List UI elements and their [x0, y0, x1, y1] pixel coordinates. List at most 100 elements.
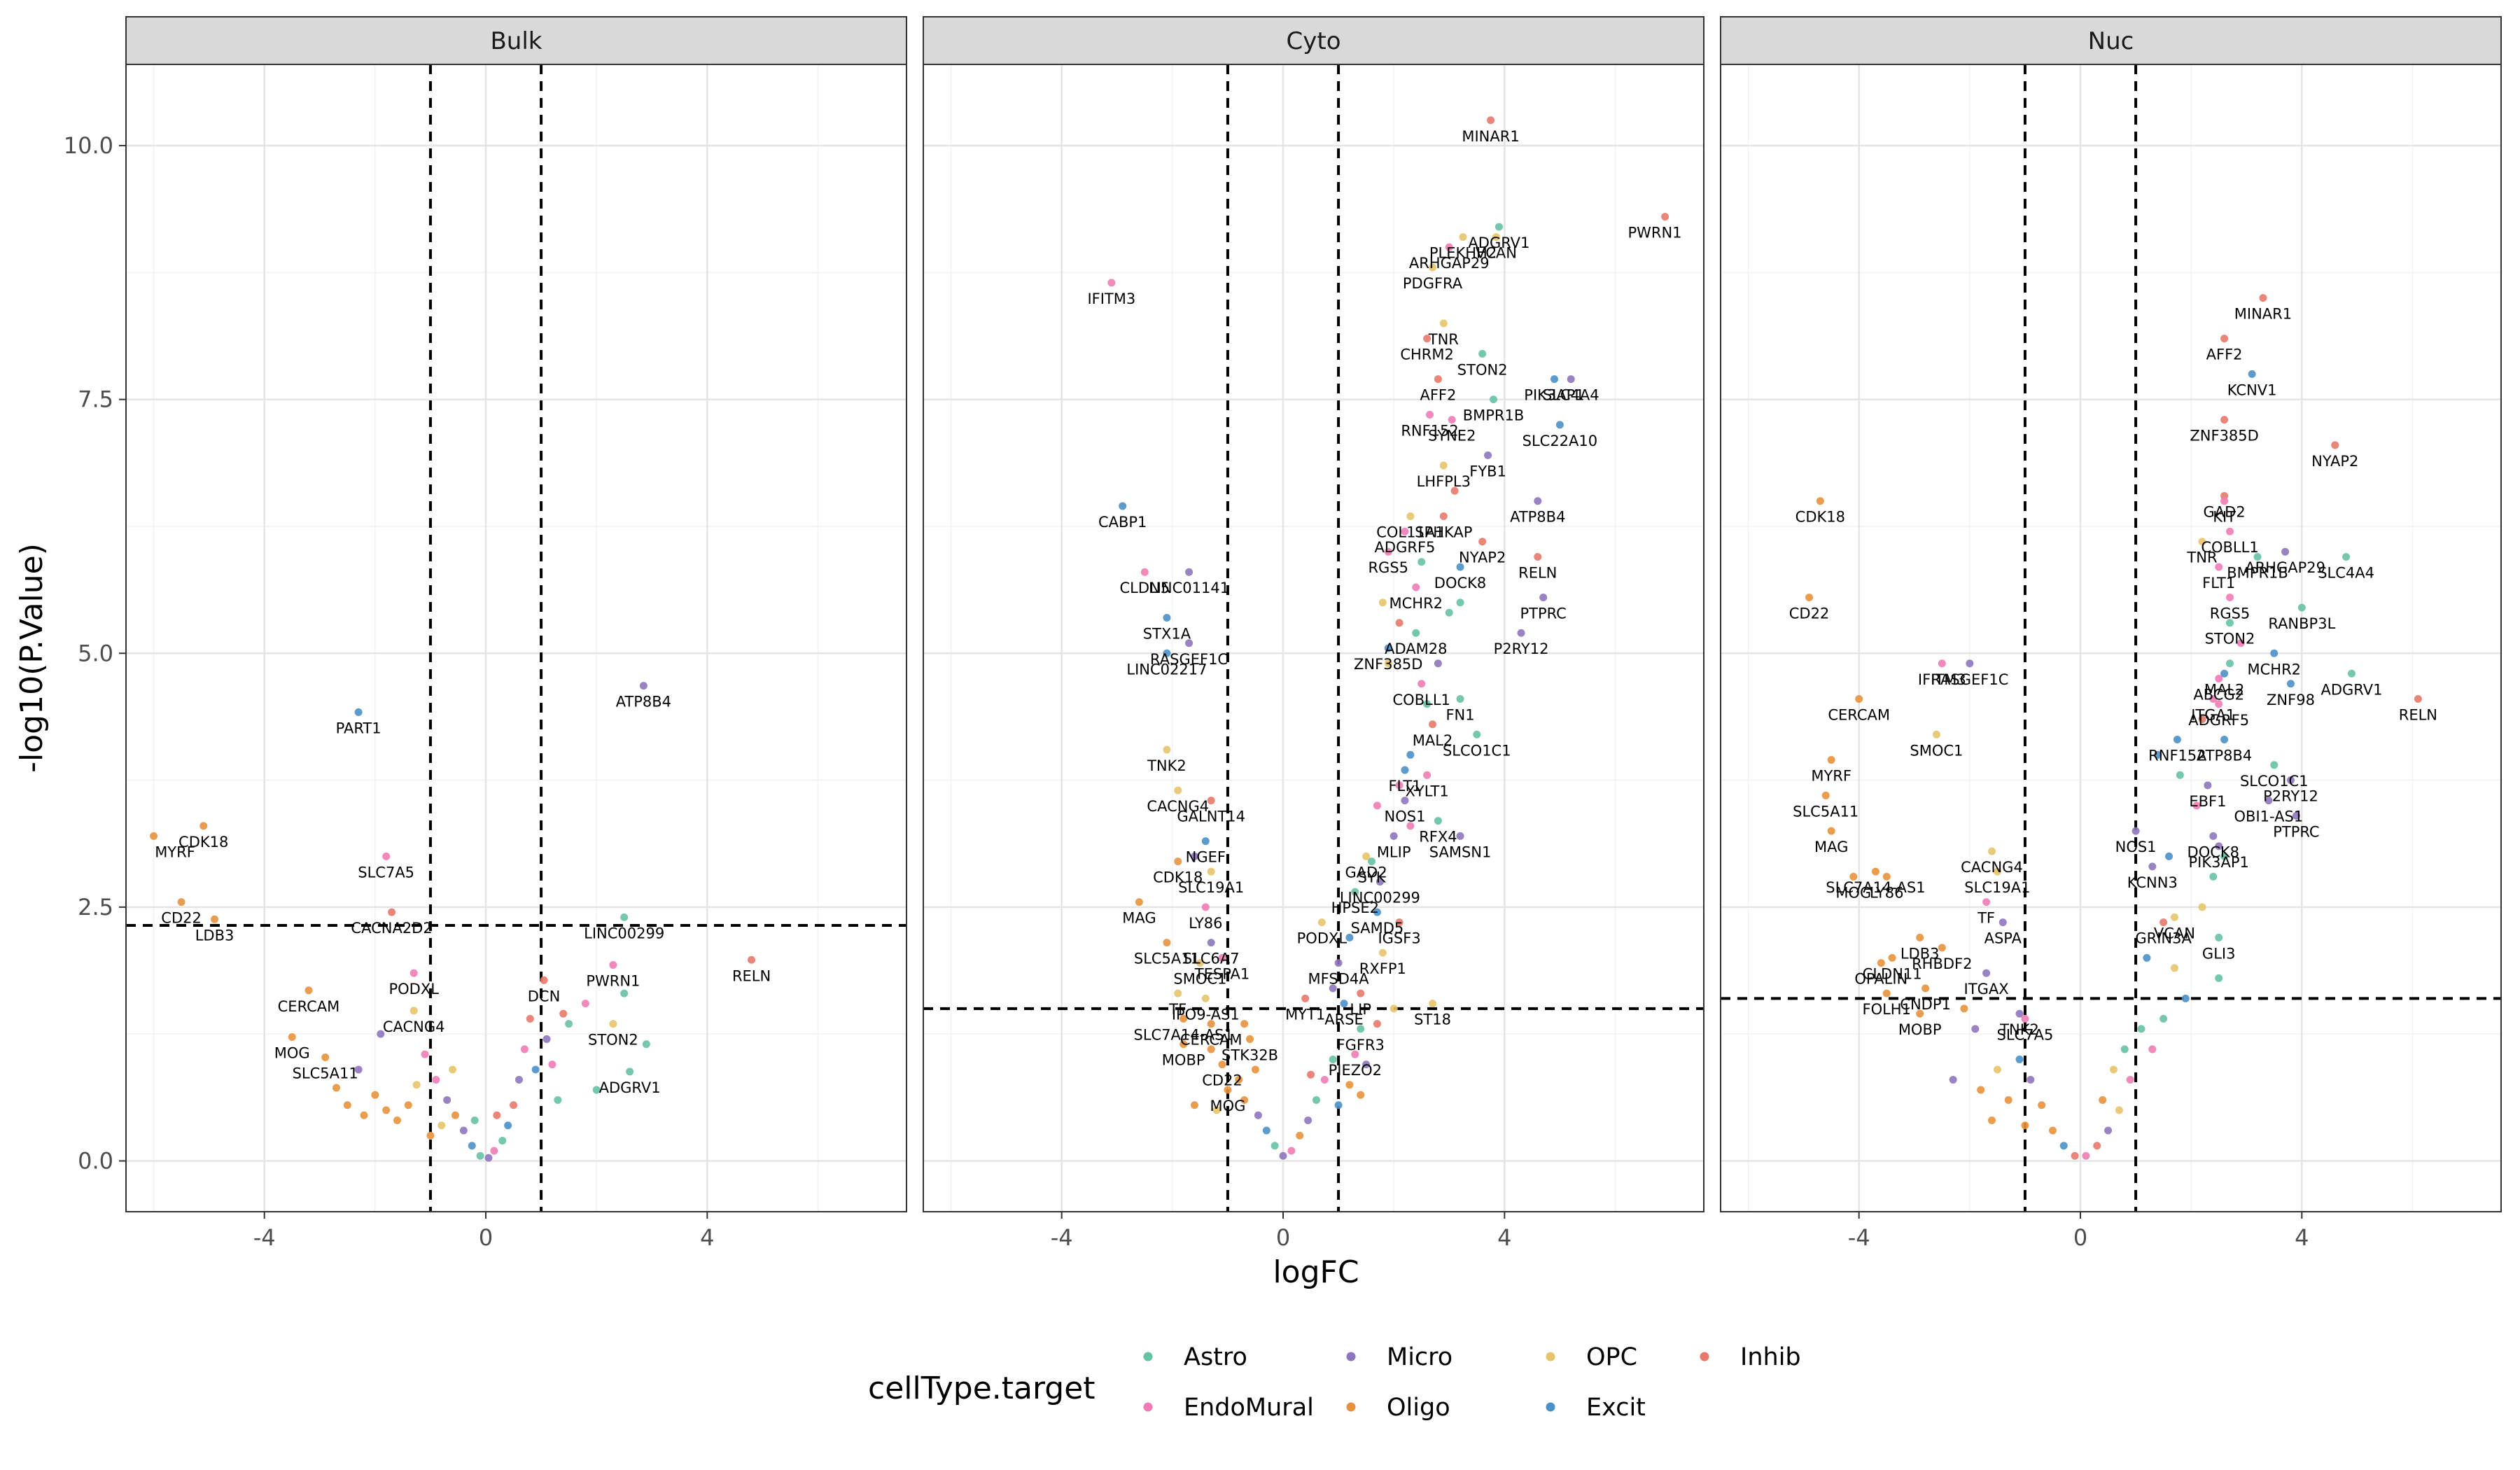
point-label: ATP8B4	[1510, 509, 1565, 526]
data-point	[343, 1101, 351, 1110]
point-label: RASGEF1C	[1150, 651, 1228, 668]
data-point	[1212, 1106, 1221, 1114]
data-point	[1494, 223, 1503, 231]
data-point	[1373, 908, 1381, 916]
data-point	[2071, 1152, 2079, 1160]
data-point	[2015, 1009, 2024, 1018]
data-point	[2215, 933, 2223, 941]
point-label: P2RY12	[1494, 640, 1549, 657]
y-tick-label: 0.0	[78, 1147, 113, 1174]
data-point	[2270, 649, 2278, 657]
data-point	[1196, 959, 1204, 967]
data-point	[2220, 736, 2229, 744]
data-point	[371, 1091, 379, 1099]
data-point	[443, 1096, 451, 1104]
data-point	[510, 1101, 518, 1110]
data-point	[2143, 953, 2151, 962]
point-label: FGFR3	[1337, 1037, 1385, 1054]
point-label: VCAN	[2154, 925, 2195, 941]
data-point	[1921, 984, 1930, 993]
data-point	[1201, 837, 1210, 846]
data-point	[1426, 410, 1434, 419]
data-point	[382, 852, 391, 860]
data-point	[1567, 375, 1575, 384]
point-label: TNR	[1428, 331, 1459, 348]
point-label: COBLL1	[2201, 539, 2258, 556]
data-point	[2253, 552, 2262, 561]
data-point	[2331, 441, 2339, 449]
point-label: RELN	[732, 967, 771, 984]
data-point	[490, 1147, 498, 1155]
point-label: MOG	[1835, 884, 1871, 901]
point-label: FLT1	[1388, 778, 1421, 794]
data-point	[1805, 593, 1814, 601]
data-point	[1418, 558, 1426, 566]
data-point	[2181, 994, 2190, 1002]
point-label: ADGRV1	[599, 1079, 661, 1096]
data-point	[2215, 974, 2223, 982]
point-label: CACNG4	[1147, 798, 1209, 815]
point-label: LDB3	[1900, 945, 1940, 962]
data-point	[2026, 1075, 2035, 1084]
point-label: LHFPL3	[1417, 473, 1471, 490]
data-point	[1401, 766, 1409, 774]
data-point	[581, 1000, 589, 1008]
legend-entries: Astro EndoMural Micro Oligo OPC Excit Inhib	[1143, 1343, 1801, 1422]
legend-swatch	[1700, 1352, 1709, 1362]
data-point	[288, 1033, 296, 1042]
data-point	[2220, 497, 2229, 505]
data-point	[468, 1142, 476, 1150]
point-label: TESPA1	[1194, 965, 1250, 982]
point-label: CACNG4	[1961, 859, 2023, 876]
data-point	[1439, 461, 1448, 470]
x-tick-label: -4	[1051, 1224, 1073, 1251]
point-label: MCHR2	[1390, 595, 1443, 612]
data-point	[498, 1136, 507, 1144]
x-tick-label: 4	[1497, 1224, 1511, 1251]
point-label: FOLH1	[1862, 1001, 1910, 1018]
point-label: CHRM2	[1400, 346, 1454, 363]
data-point	[1384, 547, 1392, 556]
data-point	[493, 1111, 501, 1119]
data-point	[404, 1101, 412, 1110]
point-label: SYNE2	[1428, 428, 1476, 444]
point-label: ADGRV1	[1468, 234, 1530, 251]
data-point	[1882, 872, 1891, 881]
data-point	[1993, 1065, 2001, 1074]
data-point	[1262, 1126, 1270, 1135]
data-point	[1487, 116, 1495, 125]
data-point	[1334, 959, 1343, 967]
data-point	[1317, 918, 1326, 927]
data-point	[382, 1106, 391, 1114]
point-label: SLC7A5	[1997, 1026, 2054, 1043]
data-point	[2347, 669, 2356, 678]
point-label: MINAR1	[2234, 306, 2292, 323]
point-label: NGEF	[1186, 849, 1226, 866]
data-point	[2160, 918, 2168, 927]
data-point	[1849, 872, 1858, 881]
point-label: ADAM28	[1385, 640, 1447, 657]
point-label: ZNF98	[2267, 692, 2315, 708]
data-point	[1174, 858, 1182, 866]
data-point	[2004, 1096, 2012, 1104]
point-label: CD22	[1789, 605, 1830, 622]
point-label: RXFP1	[1359, 960, 1406, 977]
data-point	[2236, 639, 2245, 648]
point-label: CDK18	[1153, 869, 1203, 886]
data-point	[2215, 675, 2223, 683]
point-label: ARHGAP29	[2245, 559, 2325, 576]
data-point	[2192, 802, 2201, 810]
point-label: MYRF	[1811, 768, 1851, 785]
data-point	[304, 986, 313, 995]
point-label: ATP8B4	[2197, 748, 2252, 764]
data-point	[1180, 1040, 1188, 1049]
point-label: SLC19A1	[1964, 879, 2030, 896]
data-point	[1998, 918, 2007, 927]
data-point	[1418, 680, 1426, 688]
data-point	[1401, 527, 1409, 536]
data-point	[2137, 1025, 2146, 1033]
data-point	[2226, 593, 2234, 601]
data-point	[1448, 416, 1456, 424]
